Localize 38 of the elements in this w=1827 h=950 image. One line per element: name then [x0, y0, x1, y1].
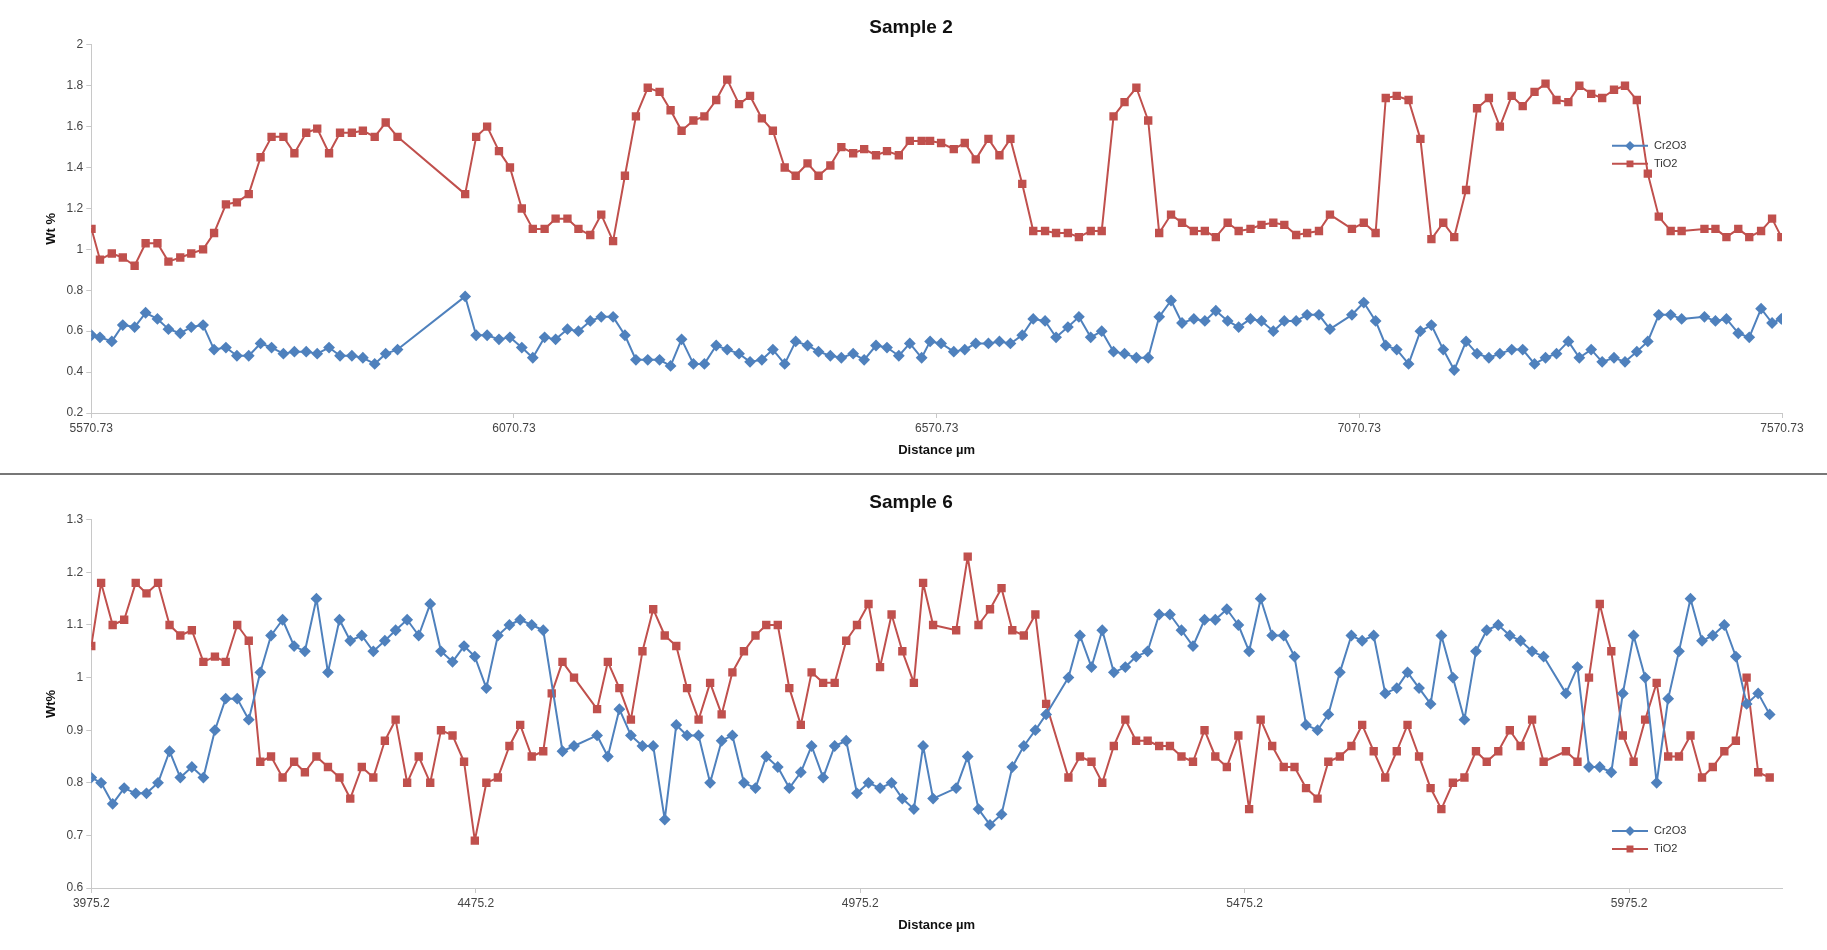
- y-tick-label: 0.7: [66, 827, 84, 842]
- y-tick-label: 1.8: [66, 78, 84, 93]
- y-tick-label: 1.6: [66, 118, 84, 133]
- y-axis-title: Wt%: [43, 689, 59, 718]
- y-tick-label: 0.4: [66, 364, 84, 379]
- x-tick-label: 6570.73: [914, 420, 959, 435]
- y-tick-label: 1.2: [66, 200, 84, 215]
- y-tick-label: 1.1: [66, 617, 84, 632]
- x-tick-label: 4475.2: [457, 895, 495, 910]
- x-tick-label: 3975.2: [72, 895, 110, 910]
- y-axis-title: Wt %: [43, 212, 59, 245]
- y-tick-label: 1.3: [66, 512, 84, 527]
- legend-label: Cr2O3: [1654, 824, 1687, 837]
- y-tick-label: 0.2: [66, 405, 84, 420]
- legend-label: Cr2O3: [1654, 138, 1687, 151]
- x-tick-label: 4975.2: [841, 895, 879, 910]
- y-tick-label: 0.9: [66, 722, 84, 737]
- legend-label: TiO2: [1654, 156, 1678, 169]
- y-tick-label: 0.6: [66, 323, 84, 338]
- x-tick-label: 5570.73: [69, 420, 114, 435]
- x-tick-label: 7570.73: [1760, 420, 1805, 435]
- y-tick-label: 2: [76, 37, 84, 52]
- y-tick-label: 0.6: [66, 880, 84, 895]
- x-axis-title: Distance µm: [898, 441, 976, 457]
- y-tick-label: 1: [76, 669, 84, 684]
- chart-title: Sample 6: [869, 490, 953, 512]
- y-tick-label: 0.8: [66, 775, 84, 790]
- y-tick-label: 0.8: [66, 282, 84, 297]
- x-tick-label: 5475.2: [1226, 895, 1264, 910]
- x-tick-label: 6070.73: [492, 420, 536, 435]
- x-tick-label: 5975.2: [1610, 895, 1648, 910]
- x-axis-title: Distance µm: [898, 916, 976, 932]
- y-tick-label: 1.2: [66, 564, 84, 579]
- chart-title: Sample 2: [869, 15, 953, 37]
- legend-label: TiO2: [1654, 842, 1678, 855]
- x-tick-label: 7070.73: [1337, 420, 1382, 435]
- y-tick-label: 1.4: [66, 159, 84, 174]
- y-tick-label: 1: [76, 241, 84, 256]
